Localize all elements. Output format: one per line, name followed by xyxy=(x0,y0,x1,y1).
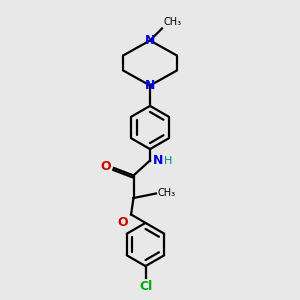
Text: N: N xyxy=(153,154,164,167)
Text: N: N xyxy=(145,79,155,92)
Text: N: N xyxy=(145,34,155,47)
Text: O: O xyxy=(100,160,111,173)
Text: CH₃: CH₃ xyxy=(158,188,175,199)
Text: O: O xyxy=(117,216,128,229)
Text: CH₃: CH₃ xyxy=(164,17,181,27)
Text: Cl: Cl xyxy=(139,280,152,293)
Text: H: H xyxy=(164,155,172,166)
